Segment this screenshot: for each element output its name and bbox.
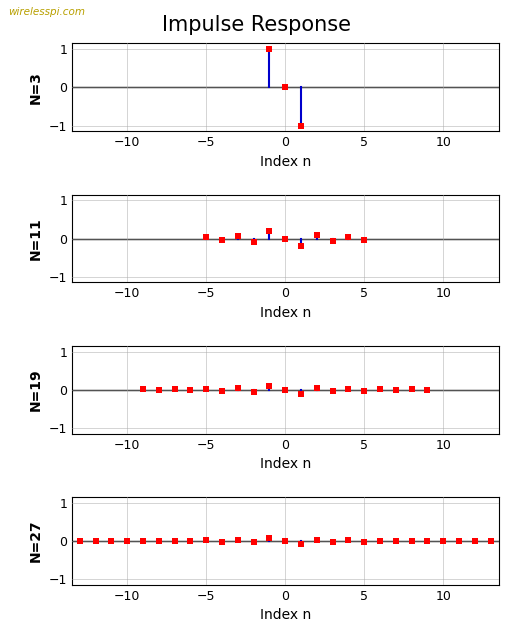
Text: Impulse Response: Impulse Response [162, 15, 352, 35]
Y-axis label: N=19: N=19 [29, 368, 43, 411]
Y-axis label: N=3: N=3 [29, 71, 43, 104]
X-axis label: Index n: Index n [260, 155, 311, 168]
Y-axis label: N=27: N=27 [29, 520, 43, 562]
Text: wirelesspi.com: wirelesspi.com [8, 7, 85, 17]
X-axis label: Index n: Index n [260, 608, 311, 619]
X-axis label: Index n: Index n [260, 306, 311, 320]
X-axis label: Index n: Index n [260, 457, 311, 471]
Y-axis label: N=11: N=11 [29, 217, 43, 260]
